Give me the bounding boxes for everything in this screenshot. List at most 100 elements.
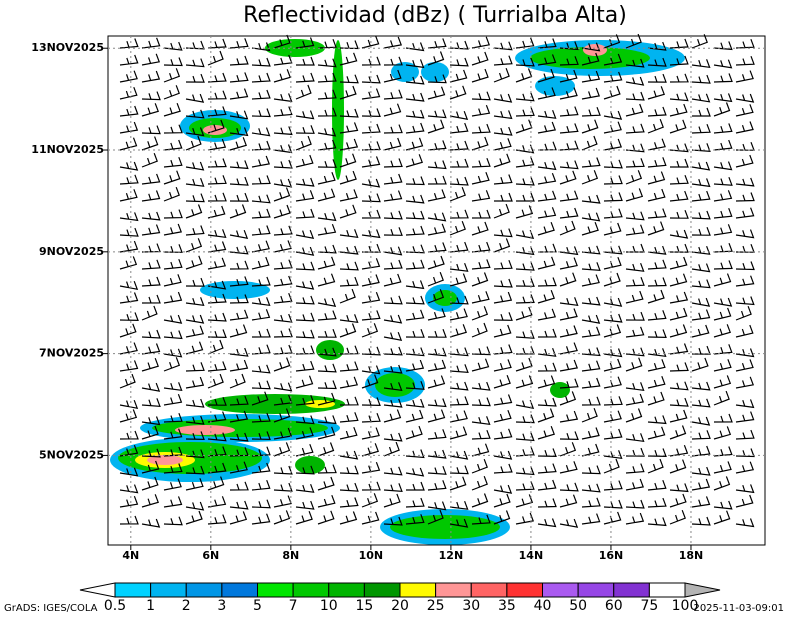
wind-barb [405, 295, 425, 305]
wind-barb [405, 380, 425, 390]
wind-barb [691, 263, 711, 273]
wind-barb [713, 500, 733, 510]
wind-barb [626, 243, 645, 253]
wind-barb [493, 394, 513, 406]
wind-barb [339, 288, 356, 304]
wind-barb [163, 170, 181, 185]
wind-barb [296, 56, 315, 66]
wind-barb [449, 364, 469, 373]
wind-barb [493, 126, 513, 136]
wind-barb [405, 109, 425, 119]
wind-barb [119, 495, 139, 508]
wind-barb [537, 141, 557, 151]
wind-barb [515, 329, 535, 339]
wind-barb [119, 515, 139, 525]
wind-barb [163, 478, 182, 491]
wind-barb [713, 123, 733, 134]
wind-barb [405, 359, 425, 372]
wind-barb [229, 260, 249, 270]
wind-barb [581, 87, 601, 100]
wind-barb [295, 329, 315, 339]
wind-barb [625, 512, 645, 525]
wind-barb [339, 482, 359, 492]
wind-barb [273, 225, 293, 236]
x-tick-label: 18N [679, 549, 704, 562]
wind-barb [163, 186, 180, 202]
wind-barb [647, 86, 665, 100]
wind-barb [141, 416, 161, 426]
wind-barb [383, 346, 403, 356]
wind-barb [471, 221, 489, 236]
wind-barb [251, 225, 271, 236]
wind-barb [647, 106, 667, 117]
wind-barb [119, 137, 138, 151]
wind-barb [537, 68, 555, 83]
wind-barb [251, 446, 271, 457]
wind-barb [339, 108, 359, 118]
wind-barb [207, 339, 224, 355]
wind-barb [141, 276, 161, 287]
wind-barb [405, 137, 424, 151]
wind-barb [669, 92, 689, 102]
wind-barb [317, 392, 336, 406]
wind-barb [603, 138, 623, 151]
colorbar-label: 0.5 [104, 598, 126, 614]
wind-barb [405, 122, 425, 134]
wind-barb [471, 259, 491, 270]
wind-barb [229, 481, 249, 491]
wind-barb [625, 393, 645, 406]
wind-barb [383, 483, 403, 492]
wind-barb [647, 479, 667, 491]
wind-barb [603, 159, 623, 169]
wind-barb [207, 329, 227, 339]
wind-barb [405, 328, 425, 338]
wind-barb [361, 291, 381, 304]
wind-barb [141, 294, 161, 304]
wind-barb [559, 272, 577, 287]
wind-barb [537, 397, 557, 407]
wind-barb [207, 373, 224, 389]
wind-barb [295, 72, 315, 83]
wind-barb [317, 107, 337, 117]
wind-barb [185, 325, 205, 338]
wind-barb [691, 279, 711, 289]
echo [316, 340, 344, 360]
wind-barb [713, 260, 733, 270]
wind-barb [493, 450, 513, 460]
wind-barb [251, 297, 271, 307]
wind-barb [603, 256, 622, 270]
wind-barb [405, 425, 423, 440]
wind-barb [581, 194, 601, 204]
wind-barb [427, 119, 445, 134]
wind-barb [449, 410, 468, 423]
wind-barb [625, 58, 645, 68]
wind-barb [427, 140, 447, 151]
wind-barb [339, 465, 359, 475]
wind-barb [339, 229, 359, 239]
wind-barb [207, 514, 227, 525]
wind-barb [383, 246, 403, 256]
colorbar-label: 25 [427, 598, 445, 614]
wind-barb [119, 70, 138, 83]
plot-frame [107, 35, 766, 546]
wind-barb [339, 138, 359, 151]
wind-barb [339, 189, 358, 202]
wind-barb [185, 255, 203, 270]
wind-barb [603, 358, 622, 372]
colorbar-low [79, 582, 116, 598]
wind-barb [295, 229, 315, 239]
wind-barb [603, 71, 623, 83]
wind-barb [339, 40, 359, 50]
wind-barb [471, 68, 489, 83]
wind-barb [669, 190, 689, 202]
wind-barb [251, 513, 271, 525]
wind-barb [515, 294, 535, 304]
wind-barb [713, 224, 733, 236]
wind-barb [317, 380, 337, 390]
wind-barb [427, 223, 447, 236]
echo [391, 62, 419, 82]
wind-barb [735, 359, 754, 372]
wind-barb [251, 108, 271, 118]
x-tick-label: 8N [282, 549, 299, 562]
wind-barb [405, 75, 425, 85]
